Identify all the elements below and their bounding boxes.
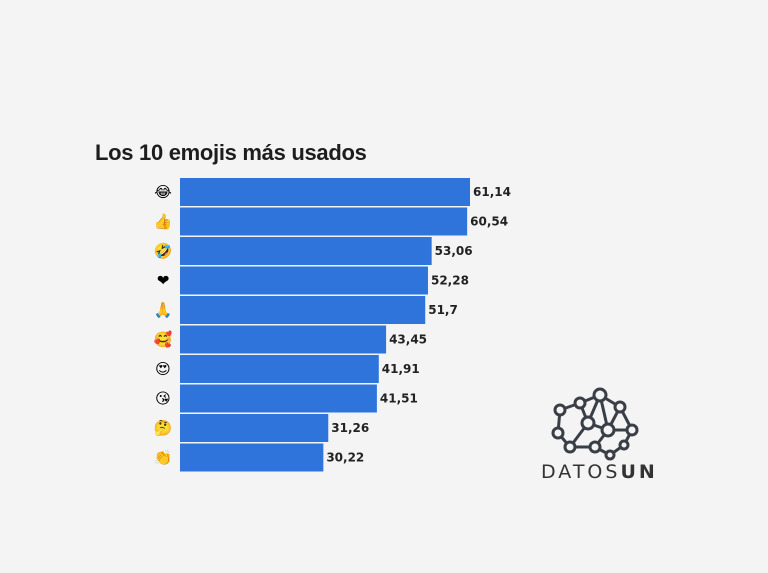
network-brain-icon [551,387,639,461]
bar-heart-eyes [180,355,379,383]
thumbs-up-emoji-icon: 👍 [154,213,173,231]
bar-thinking [180,414,329,442]
value-label-pray: 51,7 [428,303,458,317]
value-label-smiling-hearts: 43,45 [389,333,427,347]
value-label-joy: 61,14 [473,185,511,199]
bar-joy [180,178,470,206]
heart-emoji-icon: ❤ [157,272,170,290]
thinking-emoji-icon: 🤔 [154,419,173,437]
brand-wordmark: DATOSUN [541,461,658,483]
joy-emoji-icon: 😂 [154,183,172,201]
value-label-heart: 52,28 [431,274,469,288]
value-label-clapping: 30,22 [326,451,364,465]
brand-name-bold: UN [620,461,658,483]
bar-clapping [180,443,324,472]
kissing-emoji-icon: 😘 [155,390,171,408]
value-label-thumbs-up: 60,54 [470,215,508,229]
smiling-hearts-emoji-icon: 🥰 [154,330,173,349]
pray-emoji-icon: 🙏 [154,301,173,319]
bar-pray [180,296,426,324]
brand-name-light: DATOS [541,461,621,483]
bar-thumbs-up [180,207,468,236]
value-label-thinking: 31,26 [331,421,369,435]
bar-heart [180,266,428,295]
heart-eyes-emoji-icon: 😍 [155,360,171,378]
value-label-rofl: 53,06 [435,244,473,258]
value-label-kissing: 41,51 [380,392,418,406]
bar-rofl [180,237,432,265]
value-label-heart-eyes: 41,91 [382,362,420,376]
rofl-emoji-icon: 🤣 [153,242,173,261]
clapping-emoji-icon: 👏 [154,449,173,467]
chart-title: Los 10 emojis más usados [95,140,367,165]
bar-kissing [180,384,377,413]
bar-smiling-hearts [180,325,387,354]
